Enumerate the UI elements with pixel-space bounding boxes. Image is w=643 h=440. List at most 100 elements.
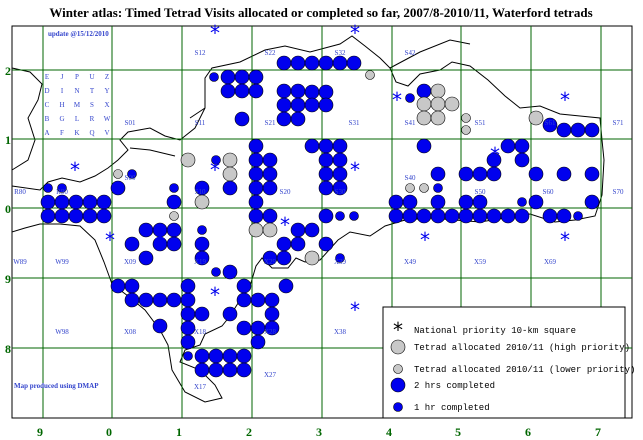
tetrad-marker <box>430 96 446 112</box>
priority-star: * <box>210 283 220 307</box>
tetrad-marker <box>430 208 446 224</box>
tetrad-marker <box>335 211 345 221</box>
square-label: X18 <box>194 328 207 336</box>
tetrad-marker <box>556 166 572 182</box>
tetrad-marker <box>332 152 348 168</box>
letter-grid-label: X <box>104 101 109 109</box>
letter-grid-label: S <box>90 101 94 109</box>
tetrad-marker <box>222 306 238 322</box>
tetrad-marker <box>500 208 516 224</box>
tetrad-marker <box>82 208 98 224</box>
tetrad-marker <box>318 138 334 154</box>
tetrad-marker <box>262 152 278 168</box>
tetrad-marker <box>276 55 292 71</box>
letter-grid-label: K <box>74 129 79 137</box>
tetrad-marker <box>416 83 432 99</box>
tetrad-marker <box>57 183 67 193</box>
x-axis-label: 3 <box>316 425 322 439</box>
tetrad-marker <box>262 208 278 224</box>
letter-grid-label: Q <box>89 129 94 137</box>
square-label: S42 <box>405 49 416 57</box>
square-label: S10 <box>195 188 206 196</box>
tetrad-marker <box>318 208 334 224</box>
letter-grid-label: H <box>59 101 64 109</box>
tetrad-marker <box>180 278 196 294</box>
tetrad-marker <box>68 208 84 224</box>
square-label: S70 <box>613 188 624 196</box>
letter-grid-label: I <box>61 87 64 95</box>
tetrad-marker <box>222 152 238 168</box>
tetrad-marker <box>208 348 224 364</box>
tetrad-marker <box>236 292 252 308</box>
legend-symbol <box>390 339 406 355</box>
square-label: S61 <box>545 119 556 127</box>
legend-label: National priority 10-km square <box>414 326 576 336</box>
tetrad-marker <box>304 250 320 266</box>
letter-grid-label: J <box>61 73 64 81</box>
square-label: S60 <box>543 188 554 196</box>
tetrad-marker <box>54 208 70 224</box>
letter-grid-label: Y <box>104 87 109 95</box>
legend: * National priority 10-km square Tetrad al… <box>390 318 635 413</box>
tetrad-marker <box>194 306 210 322</box>
priority-star: * <box>350 298 360 322</box>
priority-star: * <box>210 158 220 182</box>
priority-star: * <box>280 213 290 237</box>
tetrad-marker <box>402 194 418 210</box>
tetrad-marker <box>388 194 404 210</box>
tetrad-marker <box>444 96 460 112</box>
map-title: Winter atlas: Timed Tetrad Visits alloca… <box>49 5 592 20</box>
legend-label: Tetrad allocated 2010/11 (lower priority… <box>414 365 635 375</box>
tetrad-marker <box>220 83 236 99</box>
tetrad-marker <box>276 250 292 266</box>
tetrad-marker <box>110 180 126 196</box>
tetrad-marker <box>248 222 264 238</box>
tetrad-marker <box>416 110 432 126</box>
priority-star: * <box>210 21 220 45</box>
tetrad-marker <box>166 236 182 252</box>
tetrad-marker <box>472 208 488 224</box>
tetrad-marker <box>528 194 544 210</box>
tetrad-marker <box>458 208 474 224</box>
tetrad-marker <box>584 194 600 210</box>
tetrad-marker <box>458 166 474 182</box>
letter-grid-label: N <box>74 87 79 95</box>
letter-grid-label: D <box>44 87 49 95</box>
letter-grid-label: A <box>44 129 49 137</box>
tetrad-marker <box>514 208 530 224</box>
tetrad-marker <box>416 96 432 112</box>
tetrad-marker <box>264 320 280 336</box>
tetrad-marker <box>169 183 179 193</box>
tetrad-marker <box>166 222 182 238</box>
square-label: X29 <box>264 258 277 266</box>
tetrad-marker <box>304 222 320 238</box>
tetrad-marker <box>222 264 238 280</box>
priority-star: * <box>393 318 403 342</box>
tetrad-marker <box>248 180 264 196</box>
square-label: W89 <box>13 258 27 266</box>
legend-symbol <box>393 364 403 374</box>
tetrad-marker <box>250 292 266 308</box>
tetrad-marker <box>236 320 252 336</box>
square-label: S71 <box>613 119 624 127</box>
tetrad-marker <box>318 180 334 196</box>
priority-star: * <box>560 228 570 252</box>
tetrad-marker <box>514 152 530 168</box>
legend-label: 2 hrs completed <box>414 381 495 391</box>
tetrad-marker <box>262 166 278 182</box>
tetrad-marker <box>234 111 250 127</box>
y-axis-label: 1 <box>5 133 11 147</box>
tetrad-marker <box>234 83 250 99</box>
tetrad-marker <box>346 55 362 71</box>
tetrad-marker <box>458 194 474 210</box>
tetrad-marker <box>318 236 334 252</box>
tetrad-marker <box>54 194 70 210</box>
square-label: S40 <box>405 174 416 182</box>
y-axis-label: 8 <box>5 342 11 356</box>
tetrad-marker <box>573 211 583 221</box>
tetrad-marker <box>113 169 123 179</box>
tetrad-marker <box>402 208 418 224</box>
tetrad-marker <box>138 250 154 266</box>
